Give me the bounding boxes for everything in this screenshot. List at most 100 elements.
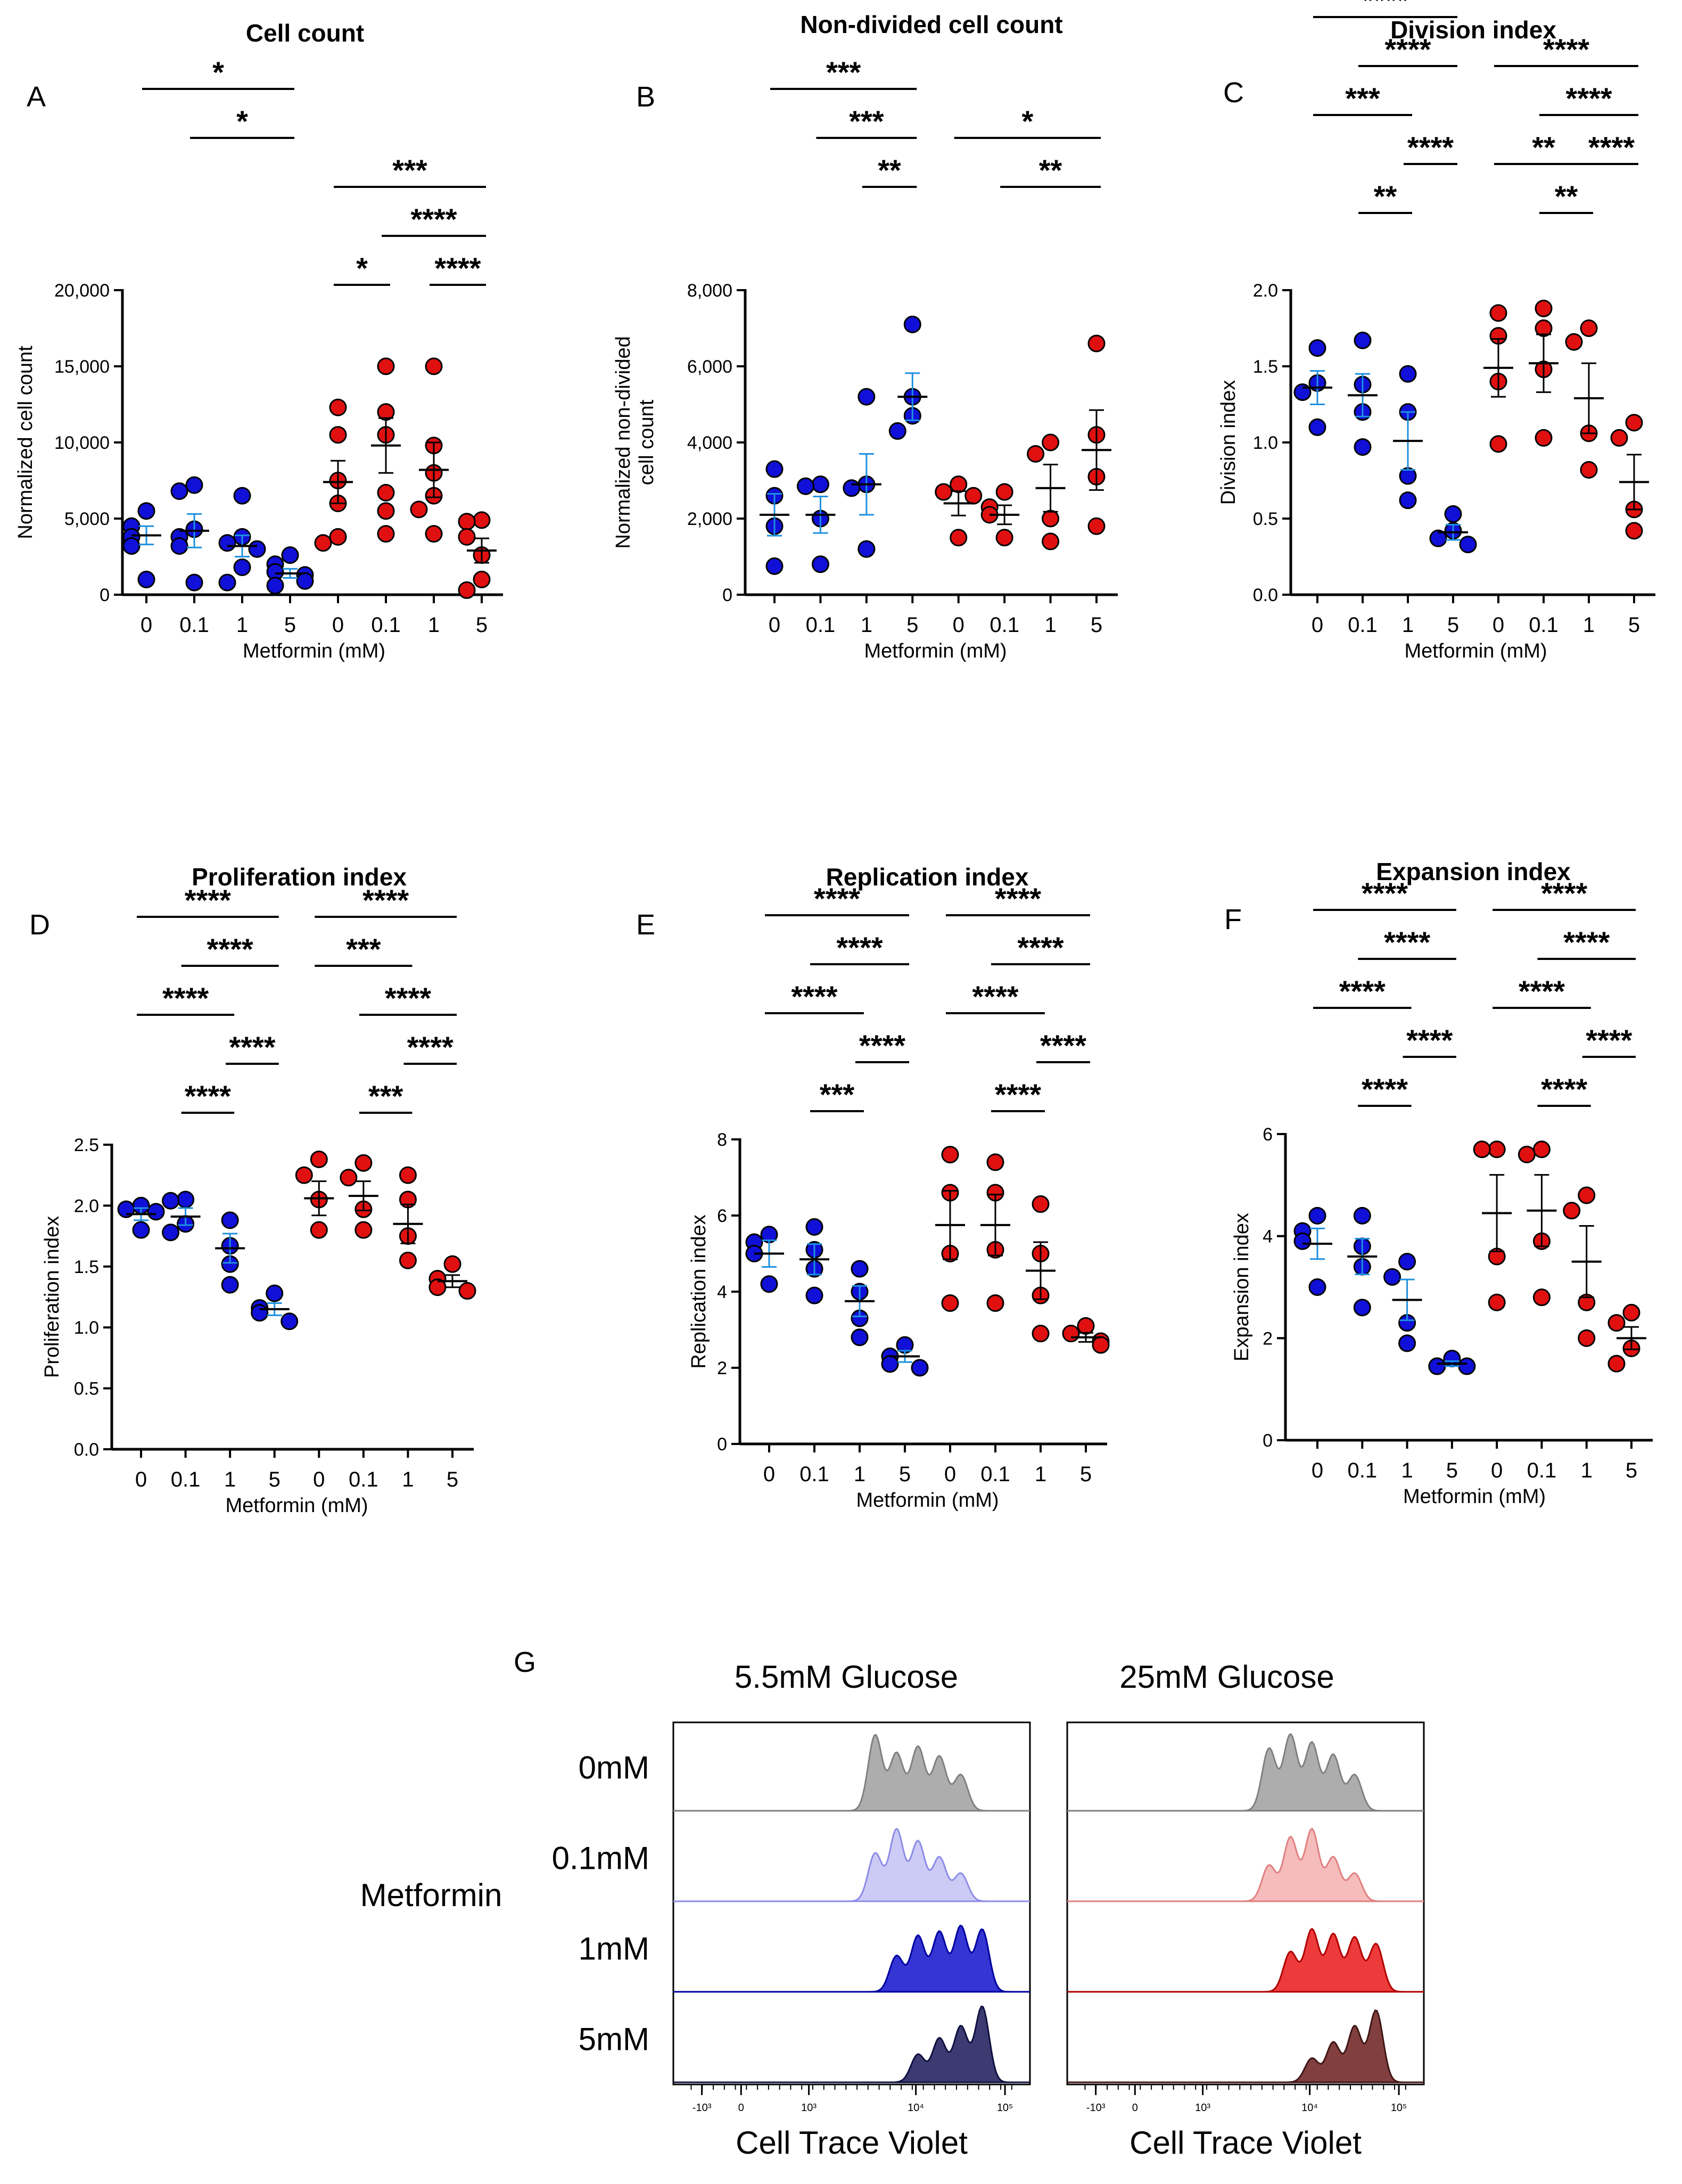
histogram-frame — [672, 1721, 1031, 2086]
data-point — [1308, 339, 1326, 357]
significance-label: **** — [1339, 974, 1386, 1008]
data-point — [1532, 1288, 1551, 1307]
data-point — [1308, 1278, 1326, 1296]
y-tick-label: 0.5 — [74, 1379, 99, 1399]
data-point — [1353, 1206, 1371, 1225]
data-point — [377, 483, 395, 502]
x-tick-label: 10³ — [1195, 2102, 1210, 2114]
x-axis-title: Metformin (mM) — [864, 640, 1007, 662]
y-tick-label: 1.0 — [1253, 433, 1278, 453]
y-tick-label: 4,000 — [687, 433, 732, 453]
significance-label: * — [1021, 104, 1033, 138]
data-point — [354, 1221, 373, 1239]
x-tick-label: 1 — [224, 1468, 236, 1491]
x-tick-label: 5 — [1626, 1459, 1637, 1482]
y-tick-label: 2.5 — [74, 1135, 99, 1155]
x-tick-label: 5 — [447, 1468, 458, 1491]
x-tick-label: 0.1 — [1347, 1459, 1377, 1482]
data-point — [473, 570, 491, 588]
panel-title: Replication index — [826, 863, 1029, 891]
data-point — [473, 511, 491, 529]
significance-label: ** — [1532, 130, 1555, 164]
data-point — [851, 1260, 869, 1278]
data-point — [310, 1150, 328, 1168]
data-point — [1473, 1140, 1491, 1159]
significance-label: **** — [995, 882, 1041, 915]
x-tick-label: 5 — [1447, 613, 1459, 637]
data-point — [1077, 1317, 1095, 1335]
x-tick-label: 10⁵ — [997, 2102, 1013, 2114]
data-point — [805, 1218, 823, 1236]
y-tick-label: 20,000 — [54, 281, 110, 301]
data-point — [170, 537, 188, 555]
data-point — [1488, 1140, 1506, 1159]
significance-label: ** — [1039, 153, 1062, 187]
y-tick-label: 2 — [717, 1358, 727, 1378]
row-label: 1mM — [579, 1931, 649, 1966]
data-point — [147, 1203, 165, 1221]
y-axis-title: Replication index — [688, 1214, 710, 1368]
data-point — [1353, 1299, 1371, 1317]
data-point — [314, 534, 332, 552]
panel-letter: A — [27, 81, 46, 113]
data-point — [986, 1294, 1004, 1312]
histogram-curve — [673, 2005, 1030, 2083]
data-point — [162, 1224, 180, 1242]
data-point — [1428, 1357, 1446, 1375]
data-point — [1042, 532, 1060, 551]
data-point — [251, 1304, 269, 1322]
data-point — [354, 1154, 373, 1172]
data-point — [295, 1166, 313, 1184]
significance-label: **** — [1563, 925, 1610, 959]
data-point — [399, 1166, 417, 1184]
significance-label: **** — [185, 1079, 231, 1113]
data-point — [266, 577, 284, 595]
data-point — [221, 1211, 239, 1229]
data-point — [329, 426, 347, 444]
data-point — [950, 529, 968, 547]
x-tick-label: 1 — [1044, 613, 1056, 637]
significance-label: ** — [1555, 179, 1578, 213]
data-point — [458, 1282, 476, 1300]
y-tick-label: 2 — [1263, 1328, 1273, 1349]
panel-letter: E — [636, 909, 655, 941]
panel-f: Expansion index F 0 2 4 6 0 0.1 1 5 0 0.1 1 5 Metformi… — [1224, 858, 1653, 1508]
significance-label: *** — [820, 1078, 855, 1111]
x-tick-label: 0.1 — [1348, 613, 1378, 637]
data-point — [858, 388, 876, 406]
data-point — [399, 1251, 417, 1269]
y-tick-label: 1.0 — [74, 1318, 99, 1338]
data-point — [935, 483, 953, 501]
panel-letter: F — [1224, 904, 1242, 935]
significance-label: *** — [368, 1079, 403, 1113]
histogram-curve — [1067, 2009, 1424, 2083]
x-tick-label: 0.1 — [799, 1463, 829, 1486]
data-point — [941, 1146, 959, 1164]
significance-label: **** — [1586, 1023, 1632, 1057]
data-point — [1607, 1354, 1626, 1373]
significance-label: **** — [362, 883, 409, 917]
data-point — [443, 1255, 461, 1273]
x-tick-label: 0 — [763, 1463, 775, 1486]
x-tick-label: 5 — [269, 1468, 281, 1491]
x-tick-label: 0 — [313, 1468, 325, 1491]
panel-letter: B — [636, 81, 655, 113]
glucose-25-title: 25mM Glucose — [1119, 1659, 1334, 1695]
y-tick-label: 6 — [1263, 1124, 1273, 1145]
x-tick-label: 5 — [899, 1463, 911, 1486]
data-point — [233, 487, 251, 505]
data-point — [221, 1276, 239, 1294]
significance-label: **** — [1362, 1072, 1408, 1106]
x-tick-label: 5 — [1091, 613, 1102, 637]
significance-label: * — [356, 251, 368, 285]
data-point — [185, 476, 203, 494]
row-label: 0mM — [579, 1750, 649, 1785]
data-point — [1535, 429, 1553, 447]
y-tick-label: 0.0 — [74, 1440, 99, 1460]
data-point — [218, 573, 236, 592]
x-axis-title: Metformin (mM) — [1403, 1485, 1546, 1508]
histogram-curve — [1067, 1927, 1424, 1993]
data-point — [1092, 1336, 1110, 1354]
significance-label: *** — [392, 153, 427, 187]
significance-label: **** — [1541, 876, 1587, 910]
